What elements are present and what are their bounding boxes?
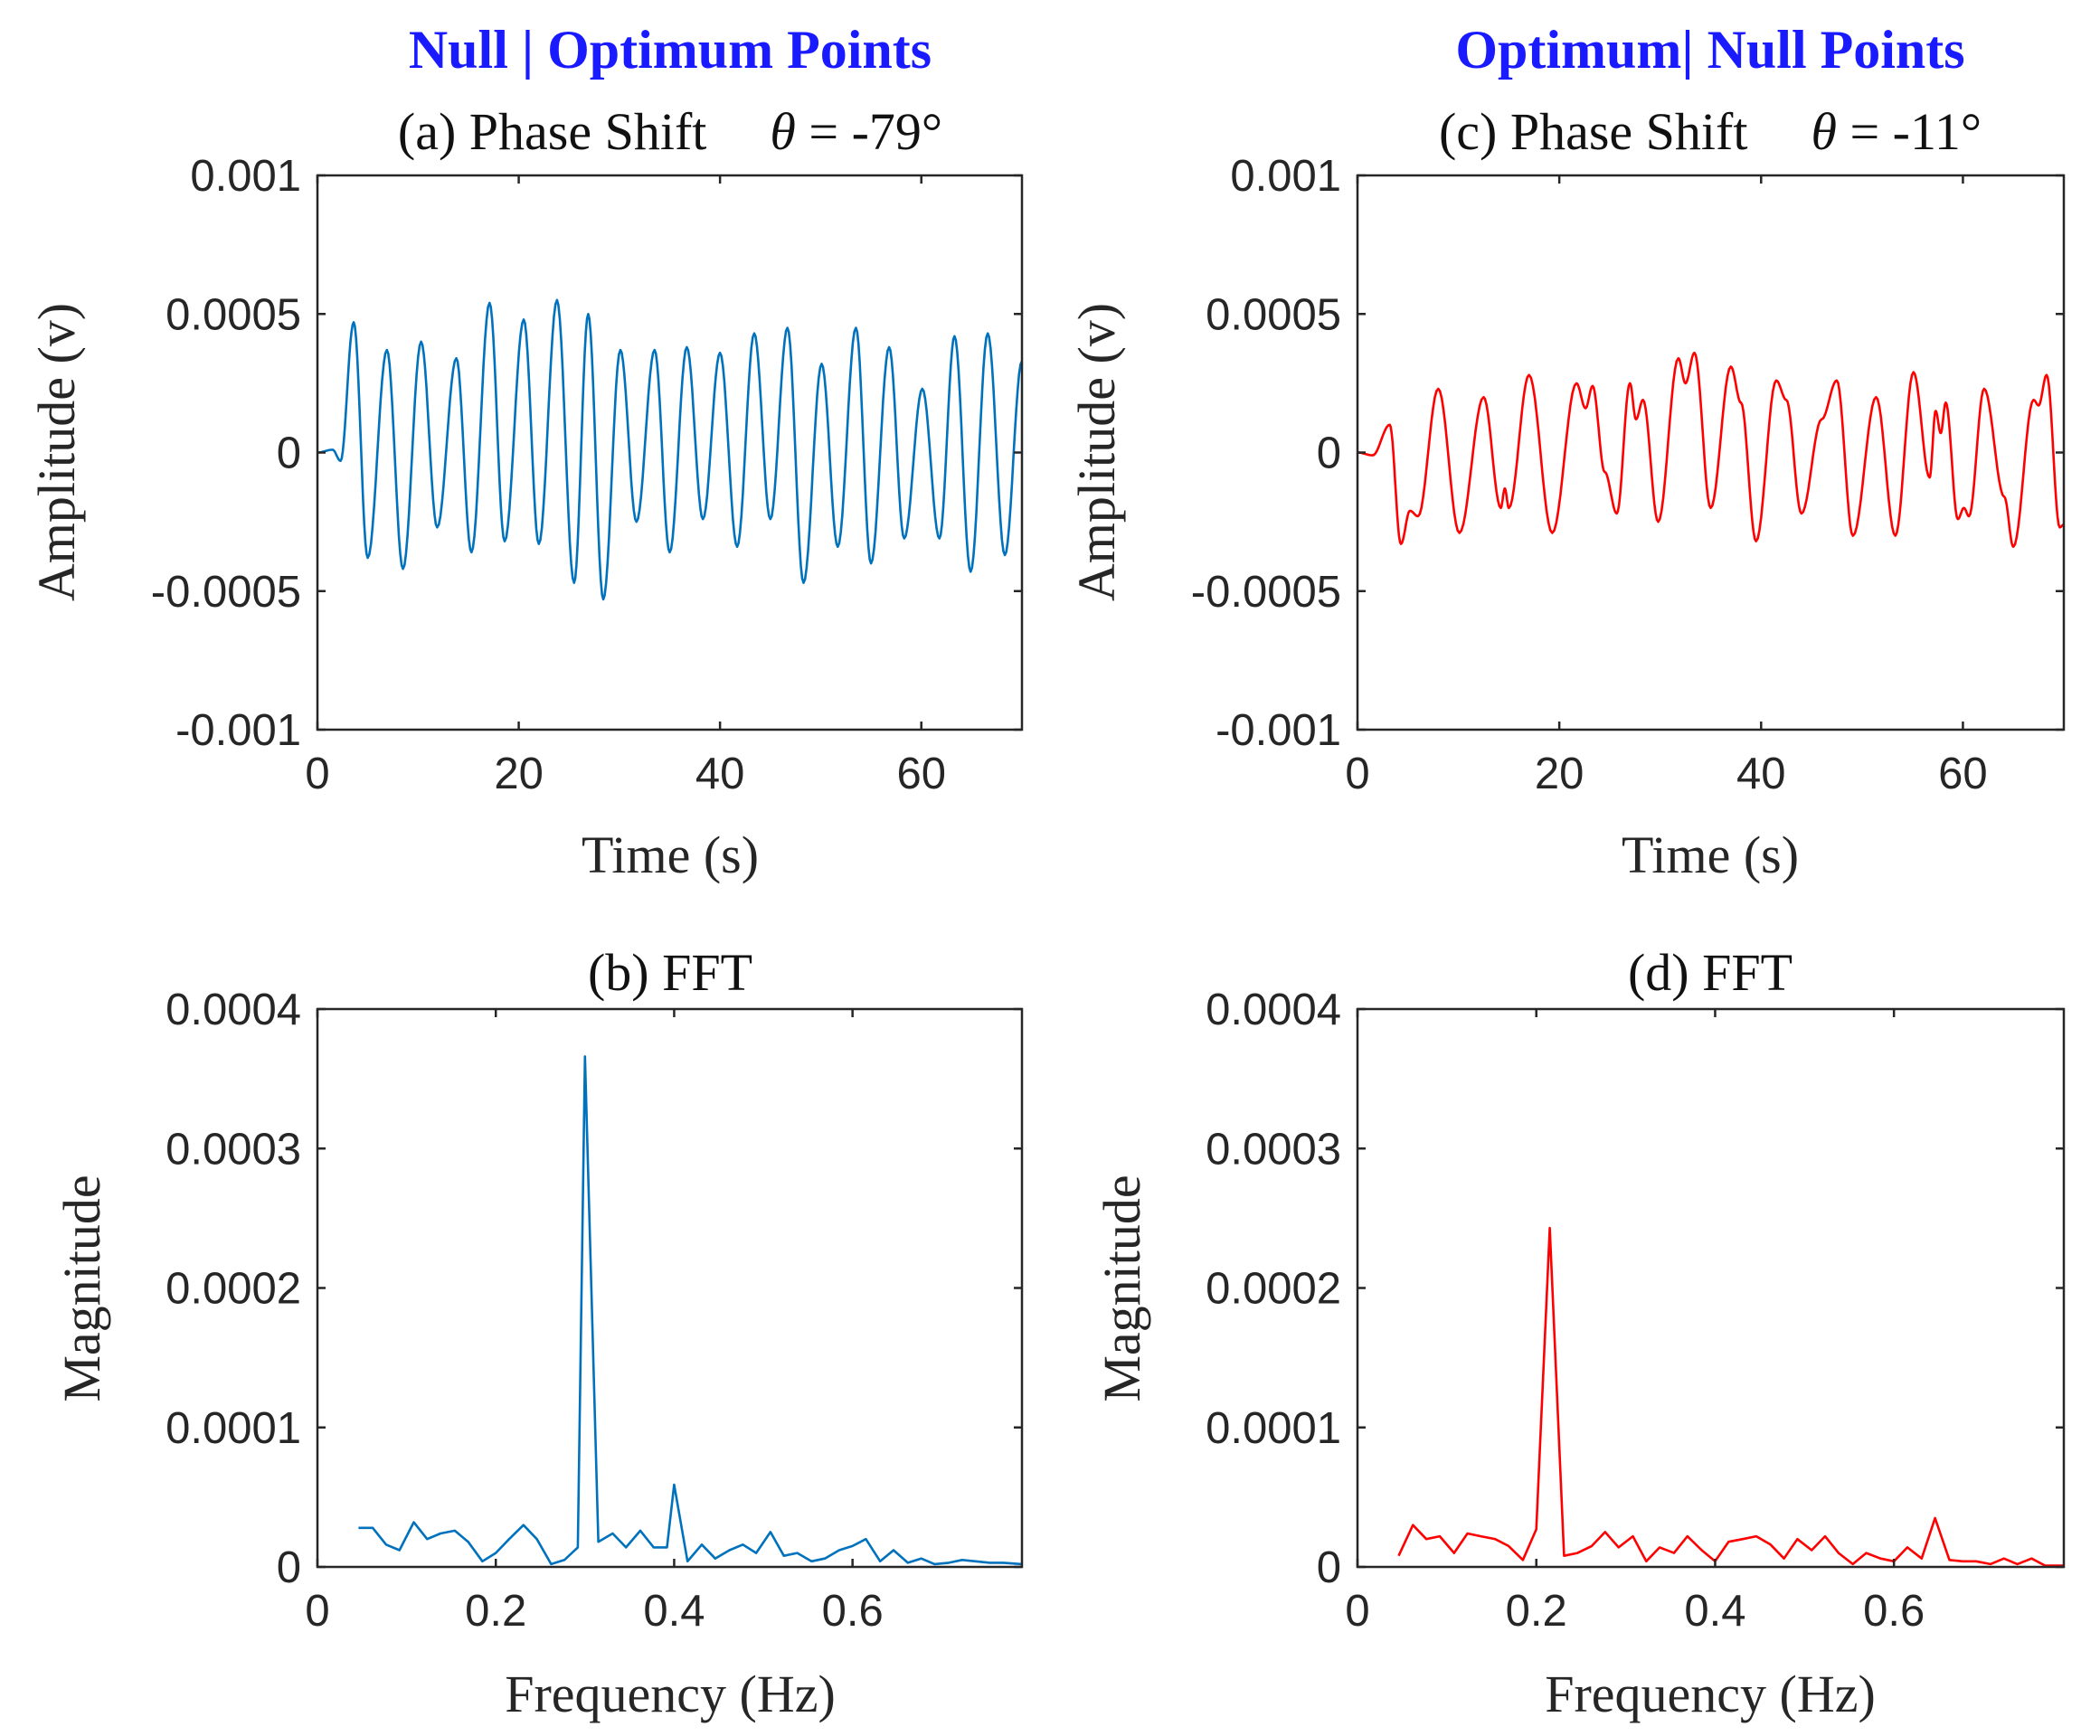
panel-a-xtick-label: 0: [305, 750, 329, 798]
panel-a-ytick-label: 0.001: [190, 152, 301, 201]
panel-d-ytick-label: 0: [1317, 1543, 1341, 1592]
panel-c-title-text: (c) Phase Shift: [1439, 102, 1748, 161]
panel-d-axes: 0 0.2 0.4 0.6 0 0.0001 0.0002 0.0003 0.0004: [1206, 986, 2066, 1636]
panel-b-xtick-label: 0.4: [643, 1587, 705, 1636]
panel-a-xlabel: Time (s): [582, 826, 759, 884]
panel-d: (d) FFT 0 0.2 0.4 0.6 0 0.0001 0.0002 0.0003 0.0…: [1093, 943, 2066, 1723]
panel-b-xtick-label: 0.2: [465, 1587, 526, 1636]
panel-d-xtick-label: 0.4: [1684, 1587, 1745, 1636]
panel-b-ytick-label: 0.0004: [166, 986, 301, 1034]
panel-c-theta-symbol: θ: [1811, 102, 1837, 161]
panel-c-ytick-label: -0.0005: [1191, 568, 1341, 617]
panel-a-frame: [316, 174, 1024, 731]
header-left: Null | Optimum Points: [409, 20, 932, 80]
panel-a-xtick-label: 60: [896, 750, 946, 798]
panel-c-axes: 0 20 40 60 -0.001 -0.0005 0 0.0005 0.001: [1191, 152, 2066, 798]
panel-c-ylabel: Amplitude (v): [1067, 303, 1126, 601]
panel-c-xtick-label: 20: [1535, 750, 1584, 798]
panel-c-xtick-label: 60: [1938, 750, 1988, 798]
panel-c-xtick-label: 0: [1345, 750, 1369, 798]
panel-d-xlabel: Frequency (Hz): [1545, 1665, 1876, 1723]
panel-a-ytick-label: 0: [277, 429, 301, 478]
panel-c-xtick-label: 40: [1736, 750, 1786, 798]
panel-d-title: (d) FFT: [1628, 943, 1793, 1002]
panel-a-theta-symbol: θ: [770, 102, 796, 161]
panel-c: (c) Phase Shift θ = -11° 0 20 40 60 -0.001 -0.…: [1067, 102, 2066, 884]
panel-a: (a) Phase Shift θ = -79° 0 20 40 60 -0.001 -0.…: [27, 102, 1024, 884]
panel-b-frame: [316, 1007, 1024, 1569]
panel-a-ytick-label: -0.001: [175, 706, 301, 755]
panel-c-xlabel: Time (s): [1622, 826, 1799, 884]
panel-d-xtick-label: 0.6: [1863, 1587, 1925, 1636]
panel-a-xtick-label: 20: [494, 750, 544, 798]
panel-d-ytick-label: 0.0002: [1206, 1265, 1341, 1314]
panel-b-ytick-label: 0.0003: [166, 1125, 301, 1174]
panel-d-series-line: [1397, 1226, 2064, 1567]
panel-c-frame: [1356, 174, 2066, 731]
panel-b-title: (b) FFT: [588, 943, 752, 1002]
panel-b-ylabel: Magnitude: [52, 1175, 111, 1401]
panel-d-ylabel: Magnitude: [1093, 1175, 1151, 1401]
panel-a-title-text: (a) Phase Shift: [398, 102, 707, 161]
panel-d-ytick-label: 0.0003: [1206, 1125, 1341, 1174]
panel-a-xtick-label: 40: [695, 750, 745, 798]
panel-b-series-line: [358, 1055, 1023, 1566]
panel-d-xtick-label: 0: [1345, 1587, 1369, 1636]
panel-b-xtick-label: 0: [305, 1587, 329, 1636]
panel-b-ytick-label: 0.0002: [166, 1265, 301, 1314]
panel-d-ytick-label: 0.0004: [1206, 986, 1341, 1034]
panel-a-ylabel: Amplitude (v): [27, 303, 86, 601]
panel-b-xlabel: Frequency (Hz): [505, 1665, 836, 1723]
panel-d-xtick-label: 0.2: [1506, 1587, 1567, 1636]
panel-c-ytick-label: 0.001: [1230, 152, 1341, 201]
panel-c-ytick-label: 0: [1317, 429, 1341, 478]
panel-b-axes: 0 0.2 0.4 0.6 0 0.0001 0.0002 0.0003 0.0004: [166, 986, 1024, 1636]
panel-a-theta-value: = -79°: [796, 102, 942, 161]
panel-d-frame: [1356, 1007, 2066, 1569]
panel-c-ytick-label: 0.0005: [1206, 290, 1341, 339]
panel-c-ytick-label: -0.001: [1216, 706, 1341, 755]
panel-c-title: (c) Phase Shift θ = -11°: [1439, 102, 1982, 161]
panel-b-ytick-label: 0: [277, 1543, 301, 1592]
panel-c-theta-value: = -11°: [1837, 102, 1982, 161]
panel-a-axes: 0 20 40 60 -0.001 -0.0005 0 0.0005 0.001: [151, 152, 1024, 798]
panel-b: (b) FFT 0 0.2 0.4 0.6 0 0.0001 0.0002 0.0003 0.0…: [52, 943, 1024, 1723]
panel-a-series-line: [317, 298, 1024, 601]
panel-a-ytick-label: 0.0005: [166, 290, 301, 339]
panel-c-series-line: [1357, 351, 2065, 548]
panel-b-xtick-label: 0.6: [822, 1587, 884, 1636]
header-right: Optimum| Null Points: [1455, 20, 1964, 80]
panel-a-title: (a) Phase Shift θ = -79°: [398, 102, 942, 161]
panel-d-ytick-label: 0.0001: [1206, 1404, 1341, 1453]
panel-a-ytick-label: -0.0005: [151, 568, 301, 617]
panel-b-ytick-label: 0.0001: [166, 1404, 301, 1453]
